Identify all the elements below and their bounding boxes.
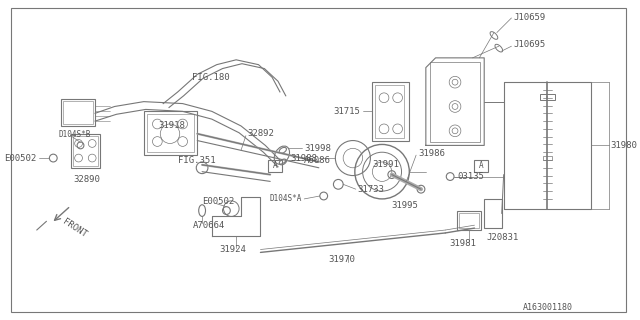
Text: A: A xyxy=(479,161,484,170)
Bar xyxy=(540,94,556,100)
Text: FIG.351: FIG.351 xyxy=(178,156,216,164)
Text: 31733: 31733 xyxy=(358,185,385,194)
Text: J10695: J10695 xyxy=(513,40,546,49)
Text: FIG.180: FIG.180 xyxy=(193,73,230,82)
Text: A6086: A6086 xyxy=(304,156,331,164)
Bar xyxy=(474,160,488,172)
Text: 31998: 31998 xyxy=(304,144,331,153)
Text: A70664: A70664 xyxy=(193,221,225,230)
Bar xyxy=(372,82,410,140)
Text: 32890: 32890 xyxy=(74,175,100,184)
Bar xyxy=(429,62,480,141)
Bar xyxy=(543,156,552,160)
Bar xyxy=(484,199,502,228)
Text: J20831: J20831 xyxy=(486,233,518,242)
Text: 31981: 31981 xyxy=(449,239,476,248)
Text: J10659: J10659 xyxy=(513,13,546,22)
Text: 31995: 31995 xyxy=(392,201,419,210)
Text: E00502: E00502 xyxy=(4,154,36,163)
Text: 32892: 32892 xyxy=(248,129,275,138)
Text: 31991: 31991 xyxy=(372,160,399,169)
Bar xyxy=(71,134,100,168)
Text: 31980: 31980 xyxy=(611,141,637,150)
Text: FRONT: FRONT xyxy=(61,217,88,239)
Bar xyxy=(61,99,95,126)
Text: E00502: E00502 xyxy=(202,197,234,206)
Text: 31986: 31986 xyxy=(418,149,445,158)
Text: 31970: 31970 xyxy=(328,255,355,264)
Text: 31988: 31988 xyxy=(290,154,317,163)
Text: 31918: 31918 xyxy=(158,122,185,131)
Text: 31715: 31715 xyxy=(334,107,361,116)
Bar xyxy=(147,114,195,152)
Bar xyxy=(457,211,481,230)
Bar xyxy=(73,136,98,166)
Bar xyxy=(459,212,479,228)
Text: D104S*A: D104S*A xyxy=(270,195,302,204)
Text: 03135: 03135 xyxy=(457,172,484,181)
Bar xyxy=(504,82,591,209)
Text: A: A xyxy=(273,161,277,170)
Bar xyxy=(144,111,197,155)
Text: A163001180: A163001180 xyxy=(523,303,573,312)
Bar xyxy=(375,85,404,138)
Text: D104S*B: D104S*B xyxy=(58,130,90,139)
Text: 31924: 31924 xyxy=(220,245,246,254)
Bar xyxy=(63,101,93,124)
Bar xyxy=(268,160,282,172)
